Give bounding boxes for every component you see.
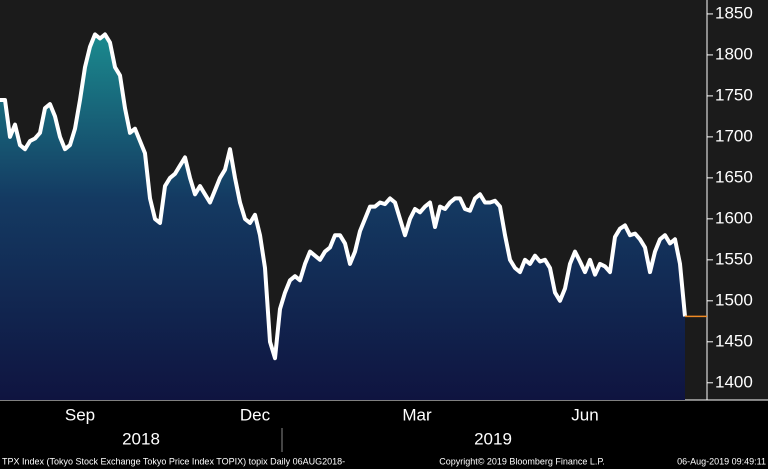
footer-center: Copyright© 2019 Bloomberg Finance L.P. — [439, 456, 605, 466]
footer-left: TPX Index (Tokyo Stock Exchange Tokyo Pr… — [2, 456, 345, 466]
y-tick-label: 1650 — [715, 167, 753, 186]
area — [0, 34, 685, 401]
footer-right: 06-Aug-2019 09:49:11 — [677, 456, 766, 466]
x-tick-label: Jun — [571, 405, 598, 424]
y-tick-label: 1450 — [715, 331, 753, 350]
y-tick-label: 1750 — [715, 85, 753, 104]
y-tick-label: 1800 — [715, 44, 753, 63]
y-tick-label: 1550 — [715, 249, 753, 268]
year-label: 2018 — [122, 429, 160, 448]
price-line — [0, 32, 687, 361]
x-tick-label: Dec — [240, 405, 271, 424]
y-tick-label: 1600 — [715, 208, 753, 227]
y-tick-label: 1400 — [715, 372, 753, 391]
axis-panel — [0, 400, 768, 469]
y-tick-label: 1700 — [715, 126, 753, 145]
y-tick-label: 1500 — [715, 290, 753, 309]
y-tick-label: 1850 — [715, 3, 753, 22]
x-tick-label: Sep — [65, 405, 95, 424]
x-tick-label: Mar — [402, 405, 432, 424]
year-label: 2019 — [474, 429, 512, 448]
